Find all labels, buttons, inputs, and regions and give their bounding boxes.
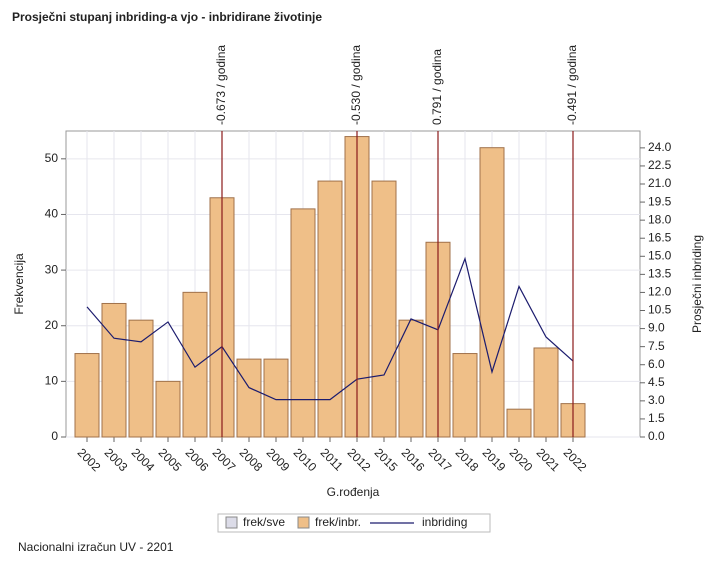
x-tick-label: 2012 (345, 445, 374, 474)
y2-axis-label: Prosječni inbriding (690, 235, 704, 333)
y2-tick-label: 10.5 (648, 303, 672, 317)
bar (74, 353, 100, 438)
y2-tick-label: 3.0 (648, 393, 665, 407)
y-tick-label: 10 (45, 374, 59, 388)
y2-tick-label: 12.0 (648, 285, 672, 299)
x-tick-label: 2005 (156, 445, 185, 474)
x-tick-label: 2019 (480, 445, 509, 474)
line (86, 256, 574, 401)
reference-label: 0.791 / godina (430, 49, 444, 125)
y2-tick-label: 6.0 (648, 357, 665, 371)
x-tick-label: 2018 (453, 445, 482, 474)
y2-tick-label: 21.0 (648, 176, 672, 190)
y2-tick-label: 13.5 (648, 267, 672, 281)
x-tick-label: 2021 (534, 445, 563, 474)
y2-tick-label: 1.5 (648, 411, 665, 425)
bar (236, 358, 262, 438)
x-tick-label: 2008 (237, 445, 266, 474)
y-tick-label: 30 (45, 262, 59, 276)
y2-tick-label: 7.5 (648, 339, 665, 353)
bar (398, 319, 424, 438)
y-axis-label: Frekvencija (12, 253, 26, 315)
x-tick-label: 2020 (507, 445, 536, 474)
bar (182, 291, 208, 438)
bar (290, 208, 316, 438)
x-tick-label: 2009 (264, 445, 293, 474)
y2-tick-label: 9.0 (648, 321, 665, 335)
y2-tick-label: 18.0 (648, 212, 672, 226)
y2-tick-label: 0.0 (648, 429, 665, 443)
bar (263, 358, 289, 438)
reference-label: -0.673 / godina (214, 45, 228, 125)
y2-tick-label: 22.5 (648, 158, 672, 172)
bar (506, 408, 532, 438)
y-tick-label: 0 (51, 429, 58, 443)
x-tick-label: 2006 (183, 445, 212, 474)
legend-label: frek/sve (243, 515, 285, 529)
y2-tick-label: 19.5 (648, 194, 672, 208)
chart-title: Prosječni stupanj inbriding-a vjo - inbr… (12, 10, 322, 24)
x-axis-label: G.rođenja (327, 485, 380, 499)
legend-label: frek/inbr. (315, 515, 361, 529)
bar (452, 353, 478, 438)
legend-swatch (297, 516, 310, 529)
x-tick-label: 2015 (372, 445, 401, 474)
y2-tick-label: 16.5 (648, 230, 672, 244)
y-tick-label: 20 (45, 318, 59, 332)
bar (533, 347, 559, 438)
bar (128, 319, 154, 438)
reference-label: -0.491 / godina (565, 45, 579, 125)
reference-label: -0.530 / godina (349, 45, 363, 125)
x-tick-label: 2016 (399, 445, 428, 474)
legend-label: inbriding (422, 515, 467, 529)
x-tick-label: 2010 (291, 445, 320, 474)
bar (479, 147, 505, 438)
bar (317, 180, 343, 438)
x-tick-label: 2002 (75, 445, 104, 474)
legend-box (217, 513, 491, 533)
y2-tick-label: 4.5 (648, 375, 665, 389)
y-tick-label: 50 (45, 151, 59, 165)
footer: Nacionalni izračun UV - 2201 (18, 540, 174, 554)
x-tick-label: 2003 (102, 445, 131, 474)
y2-tick-label: 24.0 (648, 140, 672, 154)
x-tick-label: 2011 (318, 445, 346, 473)
x-tick-label: 2004 (129, 445, 158, 474)
x-tick-label: 2022 (561, 445, 590, 474)
bar (371, 180, 397, 438)
bar (101, 302, 127, 438)
y2-tick-label: 15.0 (648, 248, 672, 262)
y-tick-label: 40 (45, 207, 59, 221)
bar (155, 380, 181, 438)
x-tick-label: 2007 (210, 445, 239, 474)
x-tick-label: 2017 (426, 445, 455, 474)
legend-swatch (225, 516, 238, 529)
